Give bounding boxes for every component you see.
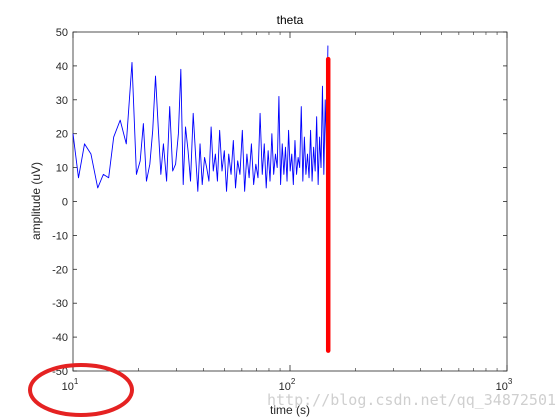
x-tick-label: 102 bbox=[279, 377, 296, 393]
y-tick-label: 40 bbox=[56, 61, 68, 73]
series-layer bbox=[72, 45, 329, 192]
annotation-layer bbox=[28, 56, 331, 417]
watermark: http://blog.csdn.net/qq_34872501 bbox=[267, 391, 556, 409]
x-tick-base: 10 bbox=[496, 381, 508, 393]
x-tick-exponent: 2 bbox=[291, 377, 296, 386]
chart-title: theta bbox=[277, 13, 304, 27]
x-axis-label: time (s) bbox=[270, 403, 310, 417]
x-tick-exponent: 3 bbox=[508, 377, 513, 386]
series-line bbox=[72, 45, 329, 192]
x-tick-base: 10 bbox=[279, 381, 291, 393]
y-axis-label: amplitude (uV) bbox=[29, 162, 43, 240]
x-tick-exponent: 1 bbox=[74, 377, 79, 386]
x-tick-label: 103 bbox=[496, 377, 513, 393]
y-tick-label: -20 bbox=[52, 264, 68, 276]
y-tick-label: 30 bbox=[56, 95, 68, 107]
axes-box bbox=[72, 31, 508, 372]
y-tick-label: -30 bbox=[52, 298, 68, 310]
y-tick-label: 50 bbox=[56, 27, 68, 39]
red-circle-annotation bbox=[28, 363, 134, 417]
y-tick-label: -40 bbox=[52, 332, 68, 344]
x-tick-label: 101 bbox=[62, 377, 79, 393]
y-tick-label: 0 bbox=[62, 197, 68, 209]
y-tick-label: 20 bbox=[56, 129, 68, 141]
y-tick-label: 10 bbox=[56, 163, 68, 175]
x-tick-base: 10 bbox=[62, 381, 74, 393]
x-axis: 101 102 103 bbox=[62, 32, 513, 393]
y-tick-label: -10 bbox=[52, 230, 68, 242]
